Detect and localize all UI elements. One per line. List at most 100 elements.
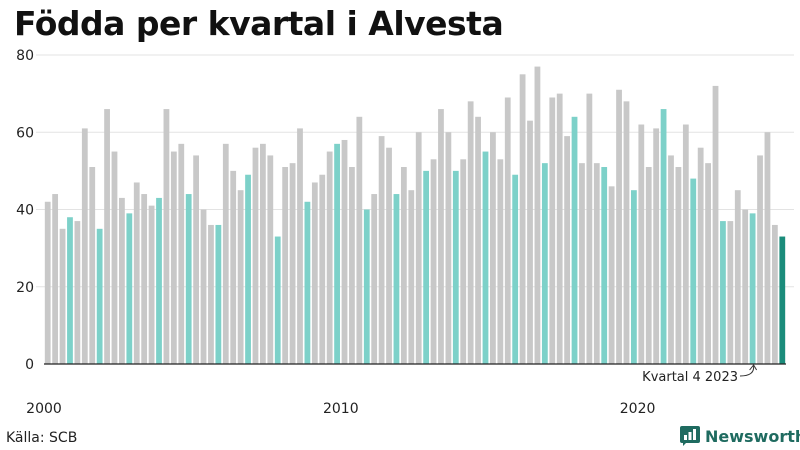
bar-76	[608, 186, 615, 364]
bar-7	[96, 228, 103, 364]
bar-22	[208, 224, 214, 364]
bar-17	[170, 151, 177, 364]
x-tick-label: 2020	[620, 401, 656, 417]
bar-68	[549, 97, 556, 365]
bar-37	[319, 174, 326, 364]
bar-50	[415, 132, 422, 364]
bar-59	[482, 151, 489, 364]
bar-39	[334, 143, 340, 364]
bar-52	[430, 159, 437, 364]
bar-57	[467, 101, 474, 364]
annotation-arrow-head	[749, 364, 758, 371]
x-axis: 2000 2010 2020	[26, 363, 786, 417]
y-tick-label: 0	[25, 357, 34, 373]
bar-96	[757, 155, 763, 364]
bar-12	[133, 182, 140, 364]
bar-94	[742, 209, 749, 364]
bar-13	[141, 194, 148, 364]
bar-14	[148, 205, 155, 364]
bar-72	[579, 163, 585, 364]
brand-name: Newsworthy	[705, 426, 800, 446]
bar-28	[252, 147, 259, 364]
bars	[44, 66, 786, 365]
bar-61	[497, 159, 504, 364]
bar-67	[541, 163, 548, 364]
bar-80	[638, 124, 645, 365]
bar-44	[371, 194, 378, 364]
bar-45	[378, 136, 385, 364]
y-tick-label: 40	[16, 203, 34, 219]
bar-31	[274, 236, 281, 364]
bar-34	[297, 128, 303, 364]
bar-16	[163, 109, 170, 364]
bar-92	[727, 221, 734, 364]
bar-29	[259, 143, 266, 364]
bar-63	[512, 174, 519, 364]
bar-77	[616, 89, 622, 364]
bar-42	[356, 116, 363, 364]
bar-23	[215, 224, 222, 364]
bar-20	[193, 155, 200, 364]
bar-36	[311, 182, 318, 364]
gridlines	[36, 54, 794, 288]
bar-70	[564, 136, 571, 364]
bar-89	[705, 163, 711, 364]
bar-27	[245, 174, 251, 364]
bar-85	[675, 167, 682, 364]
bar-97	[764, 132, 771, 364]
y-axis-labels: 0 20 40 60 80	[16, 48, 34, 373]
bar-55	[452, 170, 459, 364]
bar-71	[571, 116, 578, 364]
bar-65	[527, 120, 533, 364]
bar-64	[519, 74, 526, 364]
bar-32	[282, 167, 289, 364]
bar-95	[749, 213, 756, 364]
bar-35	[304, 201, 311, 364]
bar-6	[89, 167, 96, 364]
bar-1	[52, 194, 59, 364]
bar-51	[423, 170, 430, 364]
bar-26	[237, 190, 244, 364]
bar-8	[104, 109, 110, 364]
bar-19	[185, 194, 192, 364]
bar-41	[349, 167, 355, 364]
bar-46	[386, 147, 392, 364]
annotation-arrow-line	[739, 365, 755, 377]
bar-75	[601, 167, 608, 364]
bar-33	[289, 163, 296, 364]
annotation: Kvartal 4 2023	[642, 364, 758, 385]
bar-98	[771, 224, 778, 364]
bar-49	[408, 190, 415, 364]
bar-86	[682, 124, 689, 365]
bar-93	[734, 190, 741, 364]
bar-chart: 0 20 40 60 80 2000 2010 2020 Kvartal 4 2023	[16, 48, 794, 417]
bar-53	[438, 109, 444, 364]
bar-88	[697, 147, 704, 364]
bar-3	[67, 217, 73, 364]
bar-66	[534, 66, 541, 365]
bar-60	[490, 132, 496, 364]
bar-90	[712, 85, 719, 365]
bar-79	[630, 190, 637, 364]
bar-99	[779, 236, 786, 364]
bar-43	[363, 209, 370, 364]
y-tick-label: 60	[16, 125, 34, 141]
annotation-label: Kvartal 4 2023	[642, 370, 738, 385]
y-tick-label: 20	[16, 280, 34, 296]
bar-30	[267, 155, 274, 364]
bar-5	[81, 128, 88, 364]
bar-2	[59, 228, 66, 364]
bar-84	[668, 155, 674, 364]
bar-40	[341, 139, 348, 364]
bar-47	[393, 194, 400, 364]
bar-9	[111, 151, 118, 364]
bar-54	[445, 132, 452, 364]
bar-58	[475, 116, 481, 364]
bar-82	[653, 128, 660, 364]
bar-15	[156, 197, 162, 364]
chart-title: Födda per kvartal i Alvesta	[14, 4, 504, 43]
bar-83	[660, 109, 667, 364]
bar-38	[326, 151, 333, 364]
bar-25	[230, 170, 237, 364]
bar-21	[200, 209, 207, 364]
